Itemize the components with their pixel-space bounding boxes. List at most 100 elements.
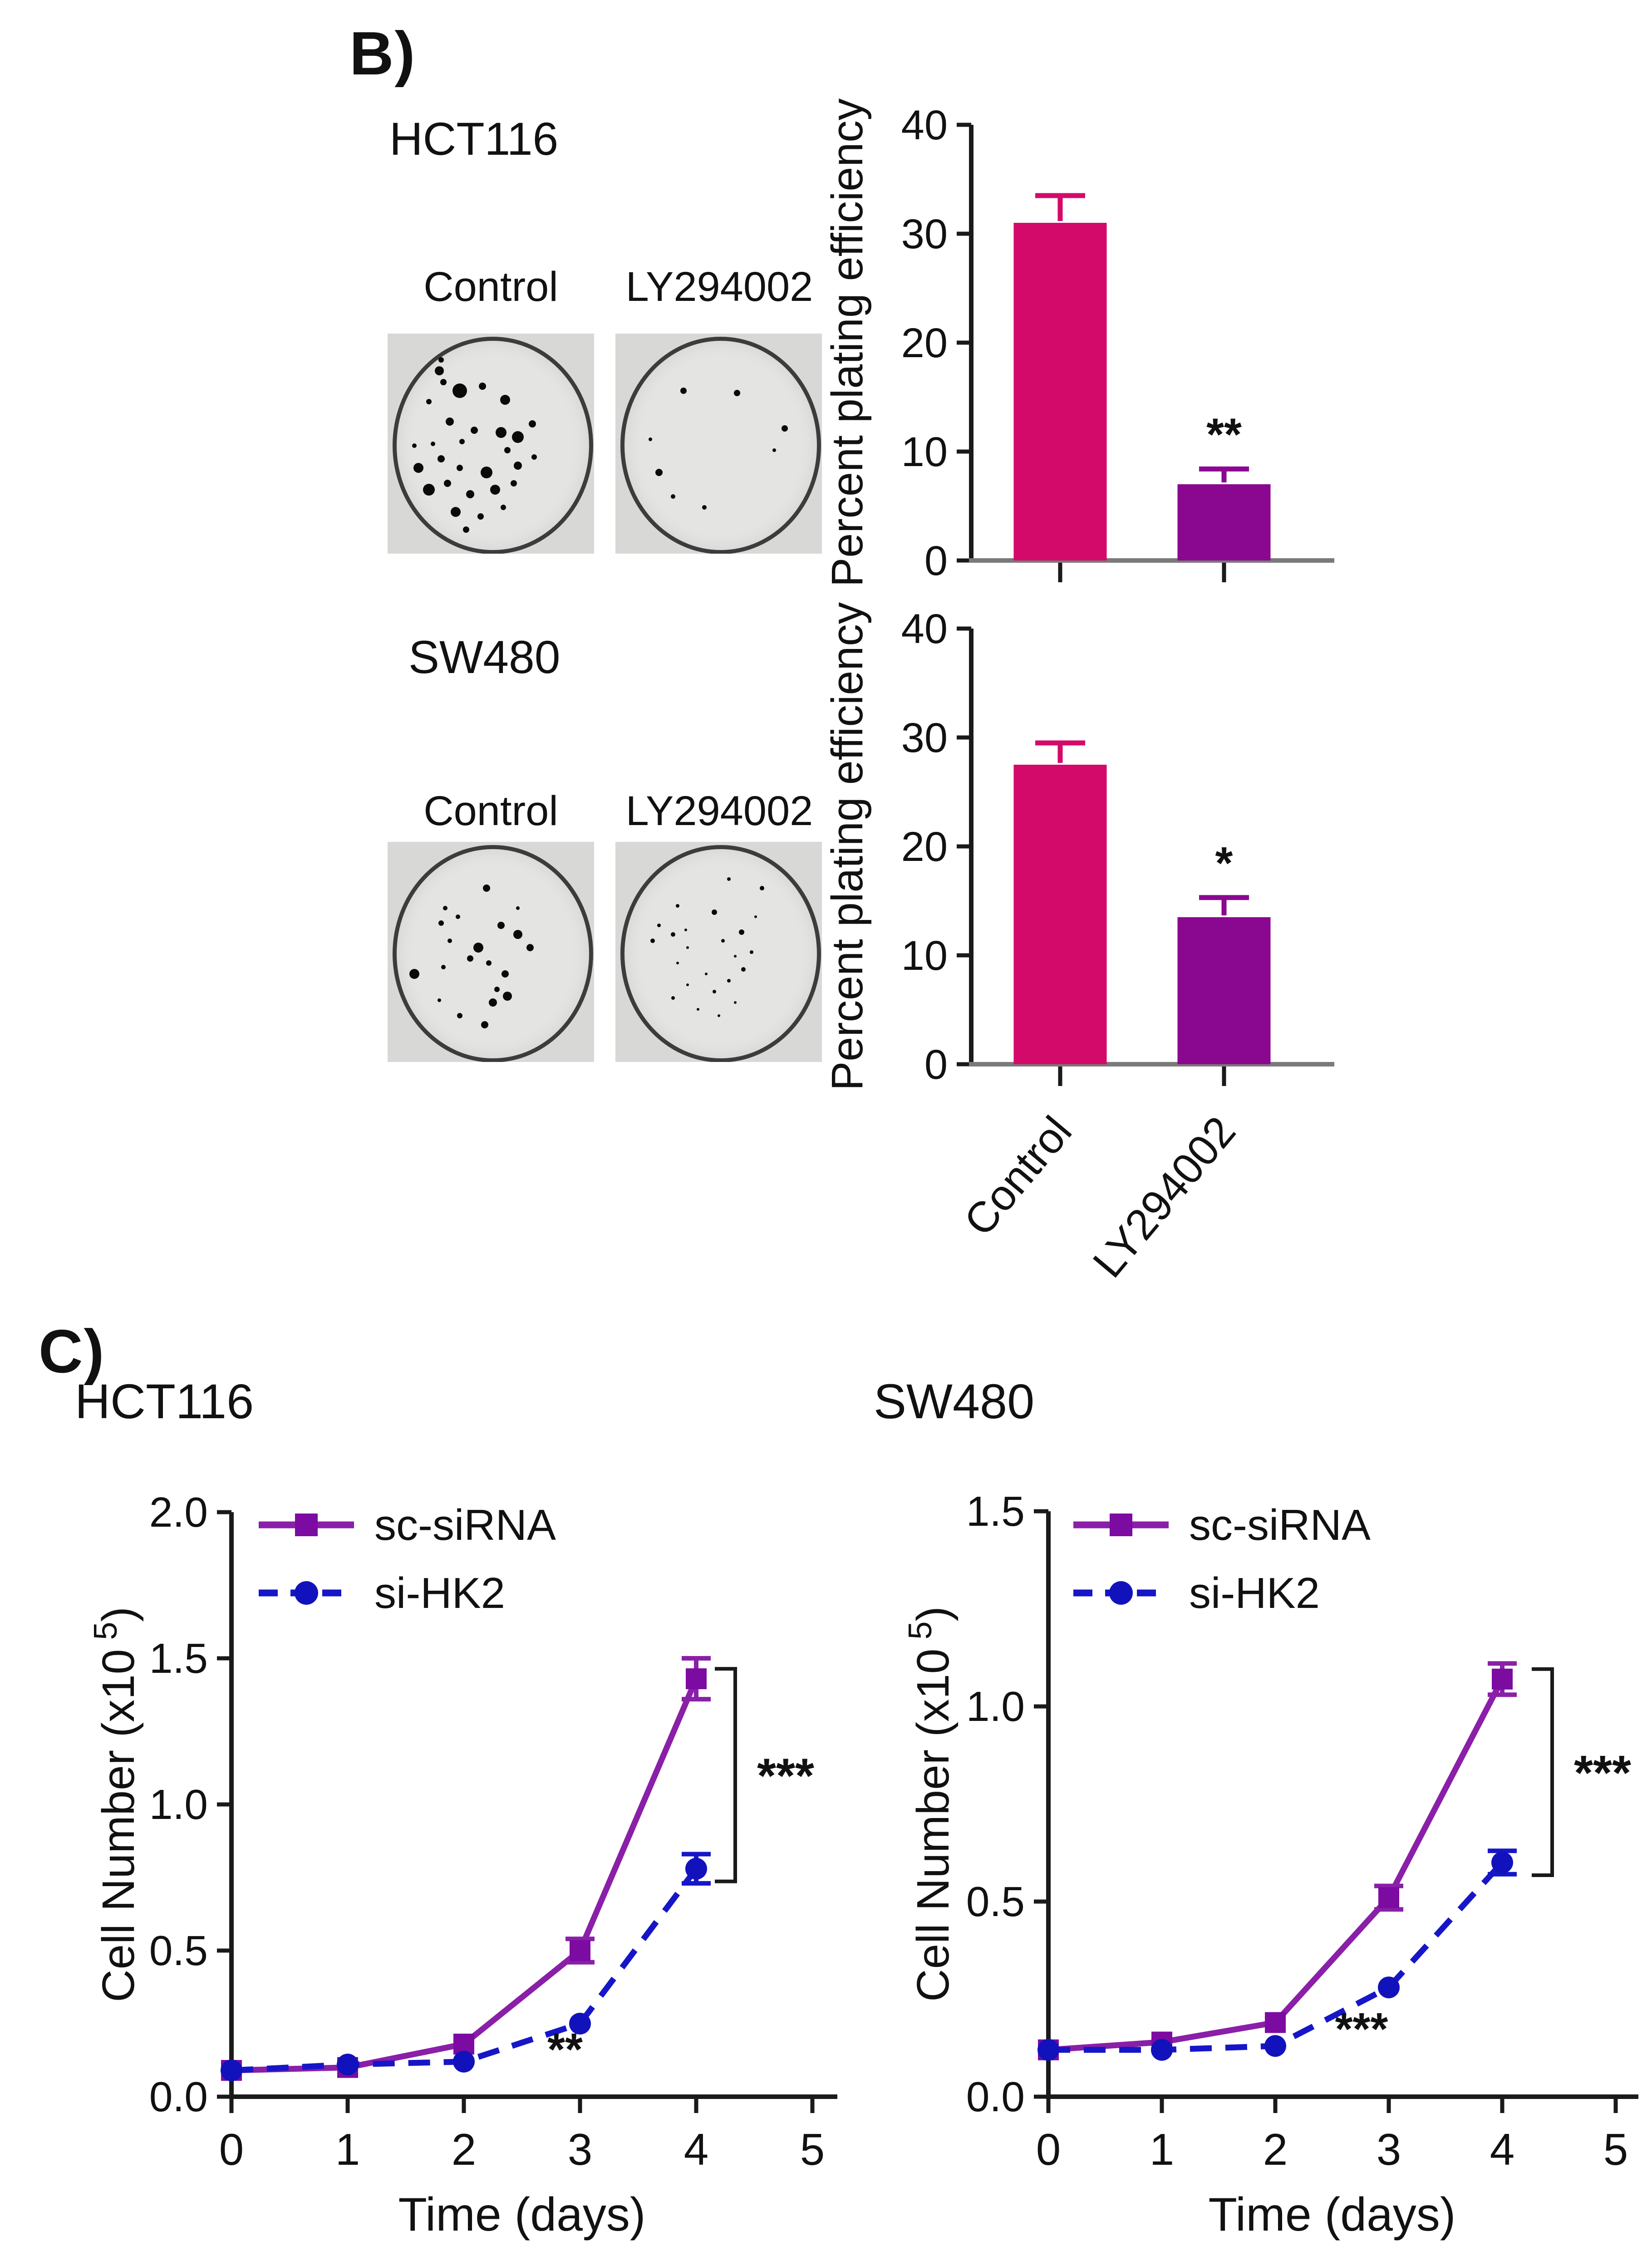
point-sc-siRNA-day4 [686,1668,707,1690]
colony-dot [671,494,676,499]
x-axis-title: Time (days) [1208,2188,1455,2241]
colony-dot [409,969,420,979]
colony-dot [750,950,754,954]
colony-dish-sw480-control [388,842,594,1062]
legend-label-si-HK2: si-HK2 [1189,1569,1320,1617]
colony-dot [483,884,491,892]
y-tick-label: 1.0 [966,1683,1025,1730]
colony-dot [655,468,663,476]
colony-dot [741,967,746,972]
point-sc-siRNA-day3 [1378,1887,1399,1908]
significance-label-curves: *** [1574,1745,1631,1800]
colony-dot [413,462,424,473]
x-tick-label: 4 [1490,2124,1515,2174]
colony-dot [705,973,708,975]
colony-dot [481,1021,488,1028]
colony-dot [412,443,417,448]
y-tick-label: 0 [924,538,948,584]
y-tick-label: 1.5 [966,1488,1025,1535]
x-tick-label: 0 [219,2124,244,2174]
y-tick-label: 0 [924,1042,948,1088]
colony-dot [497,922,505,929]
bar-control [1013,765,1107,1064]
colony-dot [686,983,689,987]
colony-dot [727,877,731,881]
point-si-HK2-day2 [453,2050,475,2073]
colony-dot [721,939,725,943]
significance-label-curves: *** [757,1748,814,1803]
series-line-sc-siRNA [231,1677,699,2074]
significance-label-day3: *** [1335,2004,1388,2054]
colony-dot [502,991,512,1001]
x-tick-label: 3 [568,2124,593,2174]
colony-dot [772,448,777,452]
y-axis-title: Percent plating efficiency [822,98,872,587]
colony-dot [434,366,444,376]
colony-dot [473,942,484,953]
colony-dot [466,490,474,499]
colony-dot [486,960,492,966]
x-axis-title: Time (days) [398,2188,645,2241]
colony-dot [684,929,687,931]
y-axis-title: Cell Number (x10 5) [88,1607,144,2002]
colony-dot [734,389,741,396]
colony-dish-sw480-ly294002 [615,842,822,1062]
colony-dot [733,1001,737,1004]
point-sc-siRNA-day3 [570,1940,590,1961]
point-si-HK2-day0 [1037,2039,1059,2061]
colony-dot [426,399,432,405]
colony-dot [657,924,661,928]
dish-label-hct116-control: Control [423,264,558,310]
x-tick-label: 0 [1036,2124,1061,2174]
point-si-HK2-day4 [685,1858,707,1880]
colony-dot [760,885,765,890]
growth-curve-chart-sw480: 0.0 0.5 1.0 1.5 0 1 2 3 4 5 Time (days) Cell Number… [902,1488,1638,2241]
colony-dot [671,996,675,1000]
x-tick-label: 4 [684,2124,709,2174]
y-tick-label: 10 [901,933,948,979]
colony-dot [459,438,465,444]
panel-c-label: C) [39,1317,105,1386]
point-si-HK2-day3 [1378,1976,1400,1999]
legend-marker-si-HK2 [1109,1581,1133,1605]
point-sc-siRNA-day2 [1265,2012,1286,2033]
colony-dot [440,378,447,385]
colony-dot [531,454,537,460]
growth-chart-title-sw480: SW480 [874,1374,1035,1429]
y-tick-label: 0.0 [966,2073,1025,2120]
colony-dot [494,986,500,992]
colony-dot [649,437,653,441]
colony-dot [438,357,444,363]
colony-dot [500,505,506,511]
colony-dot [513,929,522,939]
growth-curve-chart-hct116: 0.0 0.5 1.0 1.5 2.0 0 1 2 3 4 5 Time (days) Cell Num… [88,1489,837,2241]
colony-dot [782,425,788,432]
x-tick-label: 2 [1263,2124,1288,2174]
colony-dot [504,447,511,454]
point-si-HK2-day0 [221,2059,242,2082]
colony-dot [528,420,536,428]
colony-dot [451,506,461,517]
x-tick-label: 3 [1377,2124,1401,2174]
colony-dot [455,914,460,919]
dish-rim [393,845,593,1062]
colony-dot [717,1014,720,1017]
colony-dot [496,427,507,438]
point-si-HK2-day1 [1151,2039,1173,2061]
significance-label: * [1215,838,1233,889]
colony-dot [423,484,435,496]
legend-label-sc-siRNA: sc-siRNA [1189,1501,1371,1549]
colony-dot [462,526,469,533]
colony-dot [676,961,679,964]
colony-dot [526,944,534,951]
point-si-HK2-day2 [1264,2035,1286,2057]
colony-dot [511,431,524,443]
colony-dot [650,939,655,944]
dish-rim [620,845,821,1062]
colony-dot [489,998,497,1007]
legend-marker-sc-siRNA [295,1514,318,1536]
y-tick-label: 2.0 [149,1489,208,1536]
colony-dot [671,932,676,937]
colony-dot [452,383,467,398]
